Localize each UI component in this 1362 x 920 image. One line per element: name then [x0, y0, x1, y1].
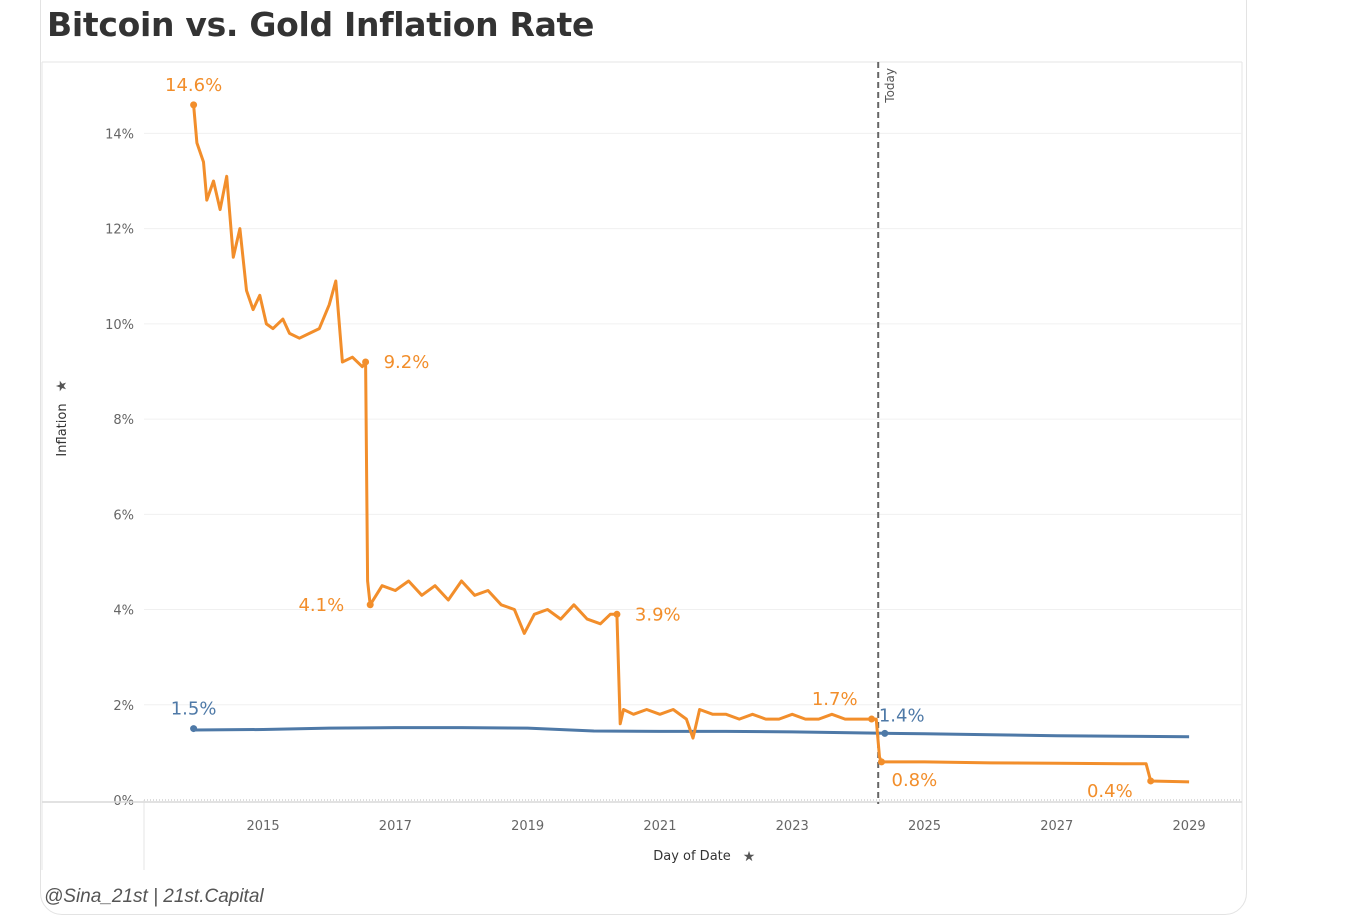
gold-data-label: 1.4%: [879, 705, 925, 726]
bitcoin-point-marker: [1147, 777, 1155, 785]
bitcoin-data-label: 4.1%: [298, 595, 344, 616]
x-axis-title: Day of Date: [653, 849, 731, 864]
gold-point-marker: [881, 729, 889, 737]
y-tick-label: 8%: [113, 413, 134, 428]
bitcoin-series-line: [192, 104, 1190, 784]
y-tick-label: 2%: [113, 699, 134, 714]
chart-title: Bitcoin vs. Gold Inflation Rate: [47, 5, 595, 44]
x-tick-label: 2019: [511, 819, 544, 834]
x-tick-label: 2029: [1173, 819, 1206, 834]
bitcoin-data-label: 0.8%: [892, 770, 938, 791]
x-tick-label: 2017: [379, 819, 412, 834]
bitcoin-data-label: 3.9%: [635, 604, 681, 625]
x-tick-label: 2015: [247, 819, 280, 834]
gold-data-label: 1.5%: [171, 699, 217, 720]
bitcoin-data-label: 9.2%: [384, 352, 430, 373]
bitcoin-point-marker: [868, 715, 876, 723]
today-label: Today: [883, 68, 897, 104]
gold-series-line: [193, 726, 1190, 739]
bitcoin-point-marker: [613, 610, 621, 618]
credit-text: @Sina_21st | 21st.Capital: [44, 886, 264, 907]
bitcoin-point-marker: [362, 358, 370, 366]
bitcoin-data-label: 0.4%: [1087, 781, 1133, 802]
y-tick-label: 4%: [113, 604, 134, 619]
x-tick-label: 2025: [908, 819, 941, 834]
y-tick-label: 6%: [113, 508, 134, 523]
pin-icon: ★: [743, 849, 756, 865]
x-tick-label: 2027: [1040, 819, 1073, 834]
y-tick-label: 12%: [105, 223, 134, 238]
bitcoin-data-label: 1.7%: [812, 689, 858, 710]
gold-point-marker: [190, 725, 198, 733]
bitcoin-point-marker: [190, 101, 198, 109]
y-axis-title: Inflation: [55, 403, 70, 456]
bitcoin-point-marker: [878, 758, 886, 766]
x-tick-label: 2021: [643, 819, 676, 834]
pin-icon: ★: [54, 380, 70, 393]
y-tick-label: 10%: [105, 318, 134, 333]
y-tick-label: 14%: [105, 127, 134, 142]
x-tick-label: 2023: [776, 819, 809, 834]
bitcoin-point-marker: [366, 601, 374, 609]
bitcoin-data-label: 14.6%: [165, 75, 222, 96]
